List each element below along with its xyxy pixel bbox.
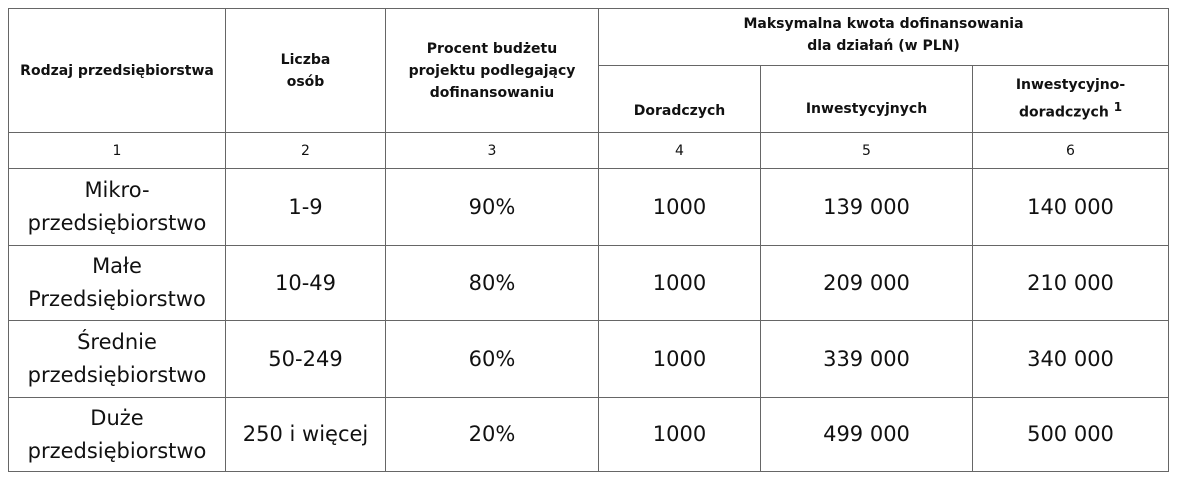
data-cell: 500 000 <box>971 397 1170 472</box>
data-cell: 10-49 <box>225 245 386 321</box>
footnote-mark: 1 <box>1113 100 1123 115</box>
data-cell: 250 i więcej <box>225 397 386 472</box>
data-cell: 1000 <box>598 397 761 472</box>
column-number: 1 <box>8 132 226 169</box>
data-row: Duże przedsiębiorstwo 250 i więcej 20% 1000… <box>8 397 1170 472</box>
header-cell: Inwestycyjnych <box>760 65 973 133</box>
header-cell: Procent budżetu projektu podlegający dof… <box>385 8 599 133</box>
data-cell: 80% <box>385 245 599 321</box>
data-row: Małe Przedsiębiorstwo 10-49 80% 1000 209 000… <box>8 245 1170 321</box>
header-cell: Inwestycyjno- doradczych 1 <box>971 65 1170 133</box>
header-cell: Doradczych <box>598 65 761 133</box>
header-cell: Liczba osób <box>225 8 386 133</box>
data-cell: 139 000 <box>760 168 973 246</box>
data-cell: 60% <box>385 320 599 398</box>
column-number: 2 <box>225 132 386 169</box>
data-cell: Małe Przedsiębiorstwo <box>8 245 226 321</box>
data-cell: 1000 <box>598 168 761 246</box>
data-cell: 339 000 <box>760 320 973 398</box>
data-cell: 140 000 <box>971 168 1170 246</box>
data-cell: 210 000 <box>971 245 1170 321</box>
data-cell: 209 000 <box>760 245 973 321</box>
column-number: 4 <box>598 132 761 169</box>
table-body: 1 2 3 4 5 6 Mikro- przedsiębiorstwo 1-9 90% 1000 1… <box>8 132 1170 472</box>
data-cell: 90% <box>385 168 599 246</box>
data-cell: 340 000 <box>971 320 1170 398</box>
subsidy-table: Rodzaj przedsiębiorstwa Liczba osób Proc… <box>8 8 1170 472</box>
data-row: Mikro- przedsiębiorstwo 1-9 90% 1000 139 000… <box>8 168 1170 246</box>
data-cell: Duże przedsiębiorstwo <box>8 397 226 472</box>
data-cell: 20% <box>385 397 599 472</box>
data-cell: Średnie przedsiębiorstwo <box>8 320 226 398</box>
column-number: 5 <box>760 132 973 169</box>
header-cell: Rodzaj przedsiębiorstwa <box>8 8 226 133</box>
data-cell: 1-9 <box>225 168 386 246</box>
header-text: Inwestycyjno- doradczych <box>1015 77 1126 121</box>
data-cell: 1000 <box>598 320 761 398</box>
data-cell: 50-249 <box>225 320 386 398</box>
data-cell: 499 000 <box>760 397 973 472</box>
data-cell: Mikro- przedsiębiorstwo <box>8 168 226 246</box>
column-number: 6 <box>971 132 1170 169</box>
column-number: 3 <box>385 132 599 169</box>
data-row: Średnie przedsiębiorstwo 50-249 60% 1000 339… <box>8 320 1170 398</box>
data-cell: 1000 <box>598 245 761 321</box>
group-header-cell: Maksymalna kwota dofinansowania dla dzia… <box>597 8 1170 66</box>
